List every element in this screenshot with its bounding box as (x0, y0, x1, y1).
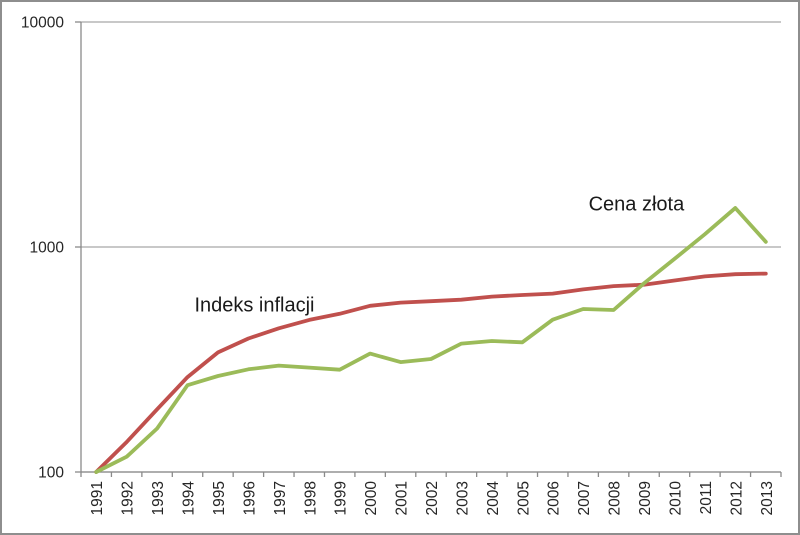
x-tick-label: 2013 (759, 481, 776, 515)
x-tick-label: 1996 (241, 481, 258, 515)
x-tick-label: 2001 (394, 481, 411, 515)
x-tick-label: 1999 (333, 481, 350, 515)
x-tick-label: 2006 (546, 481, 563, 515)
y-tick-label: 1000 (30, 239, 65, 256)
x-tick-label: 1994 (181, 481, 198, 516)
x-tick-label: 1997 (272, 481, 289, 515)
x-tick-label: 2010 (667, 481, 684, 516)
x-tick-label: 2002 (424, 481, 441, 515)
series-lines (94, 206, 768, 474)
x-tick-label: 1995 (211, 481, 228, 515)
x-tick-label: 2008 (607, 481, 624, 515)
x-tick-label: 2003 (454, 481, 471, 515)
x-tick-label: 2005 (515, 481, 532, 515)
y-tick-label: 100 (38, 464, 64, 481)
y-axis: 100 1000 10000 (21, 14, 82, 481)
x-tick-label: 2012 (728, 481, 745, 515)
gridlines (81, 21, 781, 473)
x-tick-label: 1993 (150, 481, 167, 515)
x-tick-label: 2000 (363, 481, 380, 516)
x-tick-label: 2011 (698, 481, 715, 514)
x-tick-label: 1998 (302, 481, 319, 515)
x-tick-label: 2009 (637, 481, 654, 515)
x-axis: 1991 1992 1993 1994 1995 1996 1997 1998 1999 2000… (80, 471, 782, 516)
x-tick-label: 2007 (576, 481, 593, 515)
x-tick-label: 2004 (485, 481, 502, 516)
series-line-1 (94, 206, 768, 474)
series-label-gold-price: Cena złota (589, 194, 685, 216)
series-line-0 (94, 271, 768, 474)
series-label-inflation-index: Indeks inflacji (194, 294, 314, 316)
y-tick-label: 10000 (21, 14, 64, 31)
x-tick-label: 1991 (89, 481, 106, 515)
x-tick-label: 1992 (120, 481, 137, 515)
